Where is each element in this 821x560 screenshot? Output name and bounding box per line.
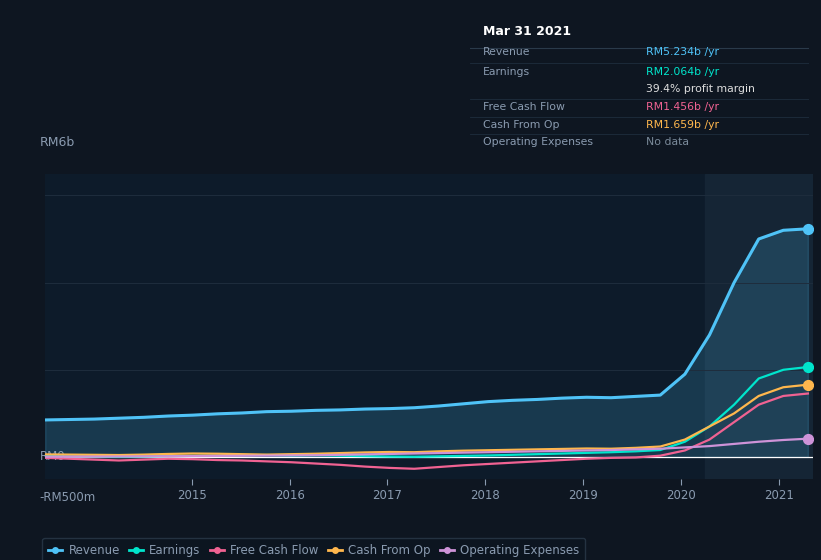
Point: [801, 225, 814, 234]
Text: Mar 31 2021: Mar 31 2021: [484, 25, 571, 38]
Text: RM1.456b /yr: RM1.456b /yr: [646, 102, 719, 112]
Text: Free Cash Flow: Free Cash Flow: [484, 102, 565, 112]
Point: [801, 434, 814, 443]
Text: RM5.234b /yr: RM5.234b /yr: [646, 47, 719, 57]
Text: RM1.659b /yr: RM1.659b /yr: [646, 120, 719, 130]
Text: No data: No data: [646, 137, 689, 147]
Text: Revenue: Revenue: [484, 47, 530, 57]
Text: -RM500m: -RM500m: [39, 491, 96, 503]
Text: RM0: RM0: [39, 450, 66, 464]
Legend: Revenue, Earnings, Free Cash Flow, Cash From Op, Operating Expenses: Revenue, Earnings, Free Cash Flow, Cash …: [43, 538, 585, 560]
Point: [801, 380, 814, 389]
Bar: [705, 174, 818, 479]
Text: Cash From Op: Cash From Op: [484, 120, 560, 130]
Text: 39.4% profit margin: 39.4% profit margin: [646, 83, 754, 94]
Text: Earnings: Earnings: [484, 67, 530, 77]
Text: RM6b: RM6b: [39, 136, 75, 149]
Text: RM2.064b /yr: RM2.064b /yr: [646, 67, 719, 77]
Point: [801, 362, 814, 371]
Text: Operating Expenses: Operating Expenses: [484, 137, 594, 147]
